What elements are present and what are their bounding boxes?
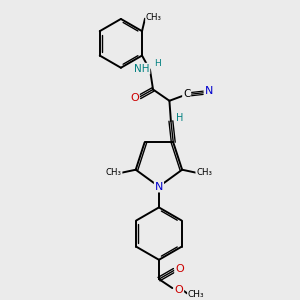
Text: O: O — [175, 264, 184, 274]
Text: N: N — [205, 86, 213, 96]
Text: CH₃: CH₃ — [106, 168, 122, 177]
Text: CH₃: CH₃ — [146, 13, 162, 22]
Text: H: H — [176, 113, 184, 123]
Text: CH₃: CH₃ — [188, 290, 204, 299]
Text: N: N — [155, 182, 163, 192]
Text: O: O — [130, 93, 139, 103]
Text: O: O — [175, 284, 183, 295]
Text: H: H — [154, 59, 161, 68]
Text: C: C — [183, 89, 190, 99]
Text: CH₃: CH₃ — [196, 168, 212, 177]
Text: NH: NH — [134, 64, 149, 74]
